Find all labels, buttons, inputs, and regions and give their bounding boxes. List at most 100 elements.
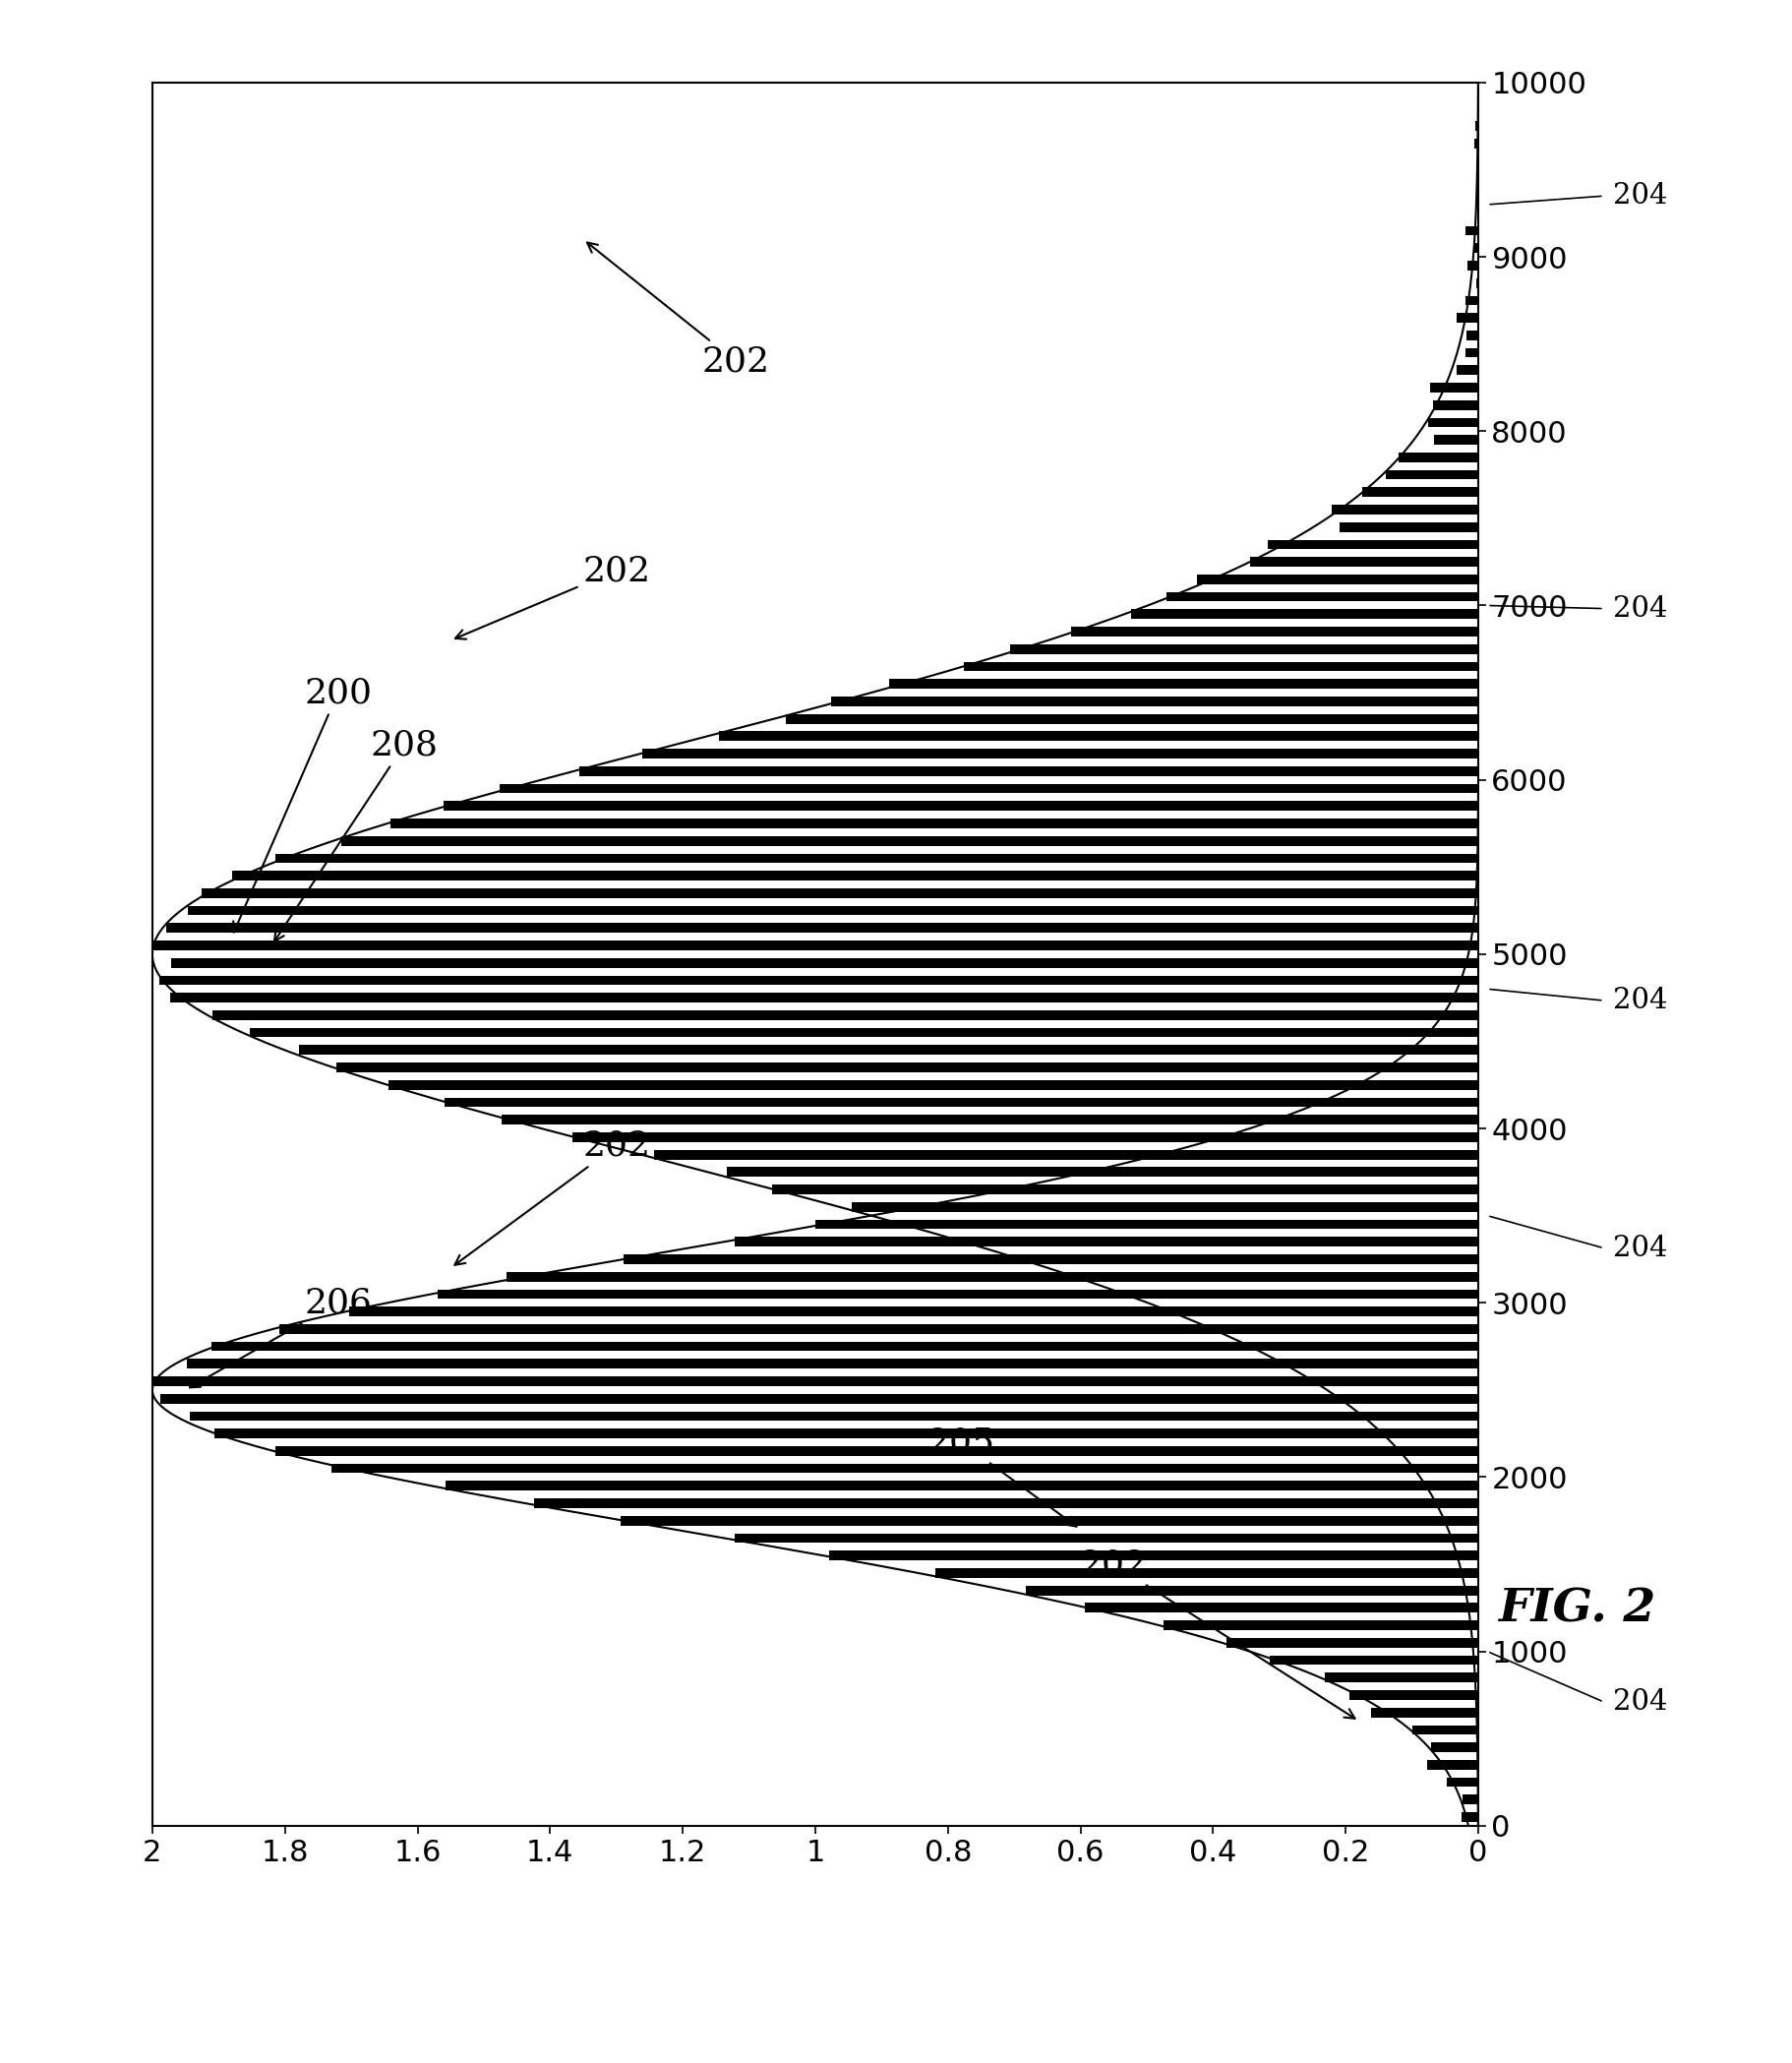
Bar	[735, 1533, 1478, 1543]
Bar	[1466, 349, 1478, 357]
Bar	[1473, 243, 1478, 254]
Bar	[1339, 522, 1478, 532]
Bar	[186, 1360, 1478, 1368]
Bar	[1430, 384, 1478, 392]
Bar	[233, 871, 1478, 881]
Bar	[446, 1481, 1478, 1492]
Bar	[830, 1551, 1478, 1560]
Bar	[620, 1516, 1478, 1525]
Bar	[280, 1324, 1478, 1333]
Bar	[772, 1184, 1478, 1194]
Bar	[389, 1081, 1478, 1089]
Bar	[249, 1027, 1478, 1038]
Bar	[1349, 1690, 1478, 1700]
Bar	[1269, 541, 1478, 549]
Bar	[391, 819, 1478, 827]
Bar	[964, 662, 1478, 670]
Bar	[1385, 470, 1478, 479]
Bar	[201, 889, 1478, 897]
Bar	[152, 941, 1478, 951]
Bar	[444, 1098, 1478, 1108]
Bar	[170, 957, 1478, 968]
Bar	[1428, 1760, 1478, 1770]
Bar	[1432, 1743, 1478, 1751]
Bar	[1331, 505, 1478, 514]
Bar	[815, 1219, 1478, 1230]
Bar	[167, 924, 1478, 932]
Bar	[1163, 1622, 1478, 1630]
Text: 204: 204	[1613, 1234, 1667, 1263]
Bar	[1477, 279, 1478, 287]
Bar	[1131, 609, 1478, 619]
Bar	[624, 1254, 1478, 1265]
Bar	[572, 1133, 1478, 1143]
Bar	[935, 1568, 1478, 1578]
Bar	[1432, 400, 1478, 411]
Text: 204: 204	[1613, 594, 1667, 623]
Text: 202: 202	[1081, 1547, 1355, 1718]
Bar	[1412, 1725, 1478, 1735]
Bar	[1475, 122, 1478, 130]
Text: 202: 202	[588, 243, 771, 378]
Bar	[1462, 1795, 1478, 1805]
Bar	[1466, 330, 1478, 340]
Bar	[154, 1376, 1478, 1386]
Bar	[1475, 138, 1478, 149]
Bar	[1251, 557, 1478, 567]
Bar	[1460, 1811, 1478, 1822]
Bar	[1197, 576, 1478, 584]
Bar	[787, 714, 1478, 724]
Bar	[889, 679, 1478, 689]
Text: 204: 204	[1613, 986, 1667, 1015]
Bar	[276, 854, 1478, 862]
Bar	[1428, 417, 1478, 427]
Bar	[728, 1168, 1478, 1176]
Bar	[299, 1046, 1478, 1054]
Bar	[188, 906, 1478, 916]
Bar	[1466, 227, 1478, 235]
Bar	[507, 1273, 1478, 1281]
Bar	[276, 1446, 1478, 1456]
Bar	[1271, 1655, 1478, 1665]
Bar	[1324, 1673, 1478, 1681]
Bar	[1457, 365, 1478, 375]
Bar	[437, 1289, 1478, 1300]
Bar	[190, 1411, 1478, 1421]
Bar	[1457, 314, 1478, 322]
Bar	[1167, 592, 1478, 602]
Bar	[1072, 627, 1478, 635]
Bar	[1362, 487, 1478, 497]
Bar	[332, 1463, 1478, 1473]
Text: 200: 200	[233, 677, 373, 932]
Bar	[215, 1430, 1478, 1438]
Bar	[654, 1149, 1478, 1159]
Bar	[1226, 1638, 1478, 1648]
Bar	[1466, 295, 1478, 305]
Bar	[1446, 1778, 1478, 1787]
Text: 202: 202	[455, 553, 650, 640]
Bar	[579, 765, 1478, 776]
Bar	[851, 1203, 1478, 1211]
Bar	[735, 1238, 1478, 1246]
Bar	[500, 784, 1478, 794]
Bar	[211, 1341, 1478, 1351]
Bar	[170, 992, 1478, 1003]
Bar	[443, 800, 1478, 811]
Bar	[1084, 1603, 1478, 1613]
Text: 204: 204	[1613, 182, 1667, 210]
Bar	[1011, 644, 1478, 654]
Bar	[831, 697, 1478, 706]
Bar	[1398, 452, 1478, 462]
Bar	[1371, 1708, 1478, 1716]
Bar	[342, 836, 1478, 846]
Text: 208: 208	[274, 728, 439, 941]
Bar	[349, 1306, 1478, 1316]
Bar	[1468, 260, 1478, 270]
Bar	[502, 1114, 1478, 1124]
Text: 202: 202	[455, 1128, 650, 1265]
Bar	[337, 1062, 1478, 1073]
Bar	[1434, 435, 1478, 446]
Text: 205: 205	[926, 1426, 1077, 1527]
Text: FIG. 2: FIG. 2	[1498, 1586, 1656, 1632]
Text: 204: 204	[1613, 1688, 1667, 1716]
